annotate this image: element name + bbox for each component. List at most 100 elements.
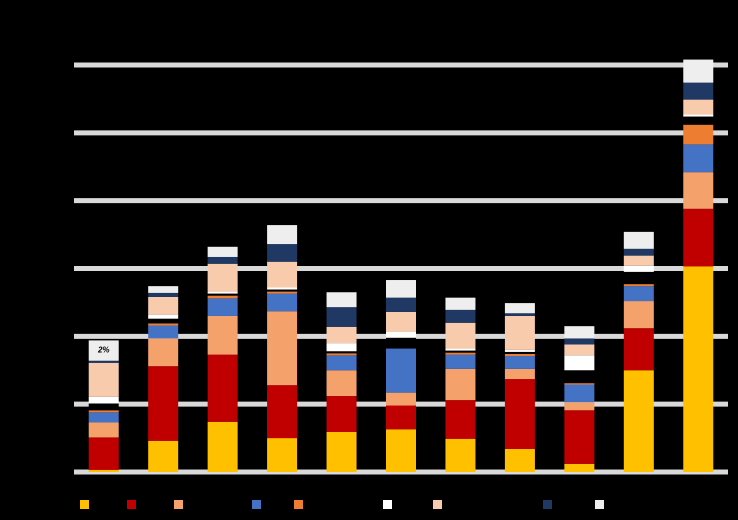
bar-segment	[386, 280, 416, 298]
bar-segment	[148, 440, 179, 472]
bar-segment	[623, 255, 654, 266]
bar-segment	[386, 311, 416, 332]
bar-segment	[207, 263, 238, 292]
bar-segment	[148, 318, 179, 324]
bar-segment	[88, 362, 119, 397]
bar-segment	[623, 231, 654, 249]
bar-segment	[88, 360, 119, 363]
bar-segment	[267, 261, 298, 288]
bar-segment	[326, 431, 357, 472]
legend-swatch	[543, 500, 552, 509]
bar-segment	[88, 340, 119, 361]
bar-segment	[148, 314, 179, 319]
bar-segment	[564, 355, 595, 371]
bar-segment	[564, 344, 595, 356]
bar-segment	[386, 331, 416, 338]
bar-segment	[207, 246, 238, 257]
bar-segment	[445, 352, 476, 355]
bar-segment	[148, 325, 179, 339]
bar-segment	[267, 291, 298, 294]
bar-segment	[564, 463, 595, 472]
legend-swatch	[433, 500, 442, 509]
bar-segment	[683, 208, 714, 267]
bar-segment	[504, 303, 535, 314]
bar-segment	[207, 421, 238, 472]
bar-segment	[623, 284, 654, 287]
bar-segment	[504, 379, 535, 449]
bar-segment	[623, 265, 654, 272]
bar-segment	[504, 353, 535, 357]
bar-segment	[326, 292, 357, 308]
bar-segment	[564, 402, 595, 411]
bar-segment	[683, 99, 714, 115]
bar-segment	[326, 307, 357, 327]
bar-segment	[564, 410, 595, 464]
bar-segment	[207, 315, 238, 355]
bar-segment	[267, 289, 298, 292]
bar-segment	[267, 385, 298, 439]
bar-segment	[267, 311, 298, 386]
bar-segment	[207, 256, 238, 264]
bar-segment	[683, 144, 714, 173]
bar-segment	[445, 297, 476, 310]
bar-segment	[148, 286, 179, 293]
bar-segment	[445, 438, 476, 472]
bar-segment	[88, 422, 119, 438]
bar-segment	[386, 405, 416, 430]
bar-segment	[504, 315, 535, 350]
bar-segment	[326, 351, 357, 354]
bar-segment	[445, 400, 476, 439]
bar-segment	[88, 410, 119, 413]
bar-segment	[326, 370, 357, 397]
bar-segment	[88, 469, 119, 472]
bar-segment	[683, 116, 714, 125]
bar-segment	[148, 292, 179, 297]
bar-segment	[148, 296, 179, 315]
bar-segment	[207, 293, 238, 296]
bar-segment	[386, 337, 416, 349]
bar-segment	[564, 326, 595, 339]
bar-segment	[88, 396, 119, 404]
bar-segment	[267, 244, 298, 262]
bar-segment	[148, 366, 179, 441]
bar-segment	[504, 351, 535, 354]
bar-segment	[504, 313, 535, 316]
bar-segment	[148, 323, 179, 326]
legend-swatch	[294, 500, 303, 509]
bar-segment	[445, 322, 476, 349]
bar-segment	[267, 225, 298, 245]
bar-segment	[564, 338, 595, 345]
bar-segment	[504, 349, 535, 352]
legend-swatch	[338, 500, 347, 509]
bar-segment	[623, 328, 654, 371]
bar-segment	[267, 293, 298, 312]
bar-segment	[623, 301, 654, 329]
bar-segment	[623, 286, 654, 302]
bar-segment	[445, 348, 476, 351]
bar-segment	[326, 355, 357, 371]
bar-segment	[504, 368, 535, 380]
bar-segment	[386, 429, 416, 472]
bar-segment	[445, 350, 476, 353]
bar-segment	[623, 248, 654, 256]
bar-segment	[207, 354, 238, 422]
bar-segment	[683, 82, 714, 100]
bar-segment	[564, 384, 595, 403]
bar-segment	[623, 370, 654, 472]
legend-swatch	[174, 500, 183, 509]
annotation: 2%	[97, 346, 110, 355]
bar-segment	[267, 287, 298, 290]
bar-segment	[683, 59, 714, 83]
bar-segment	[504, 448, 535, 472]
bar-segment	[207, 298, 238, 316]
bar-segment	[683, 172, 714, 209]
bar-segment	[564, 370, 595, 384]
bar-segment	[326, 396, 357, 432]
bar-segment	[207, 295, 238, 299]
bar-segment	[683, 114, 714, 117]
bar-segment	[88, 437, 119, 470]
bar-segment	[267, 438, 298, 472]
bar-segment	[445, 309, 476, 323]
bar-segment	[88, 403, 119, 411]
